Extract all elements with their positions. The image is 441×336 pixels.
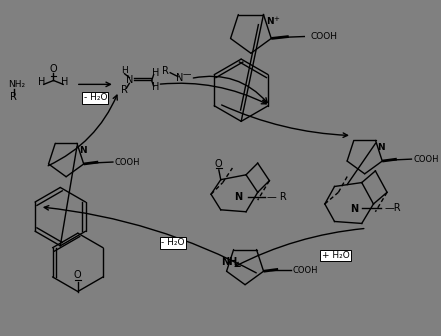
Text: O: O (50, 64, 57, 74)
Text: —R: —R (384, 203, 401, 213)
Text: NH: NH (220, 257, 237, 267)
Text: R: R (10, 92, 17, 102)
Text: R: R (121, 85, 128, 95)
Text: N: N (79, 146, 86, 155)
Text: H: H (152, 68, 159, 78)
Text: — R: — R (267, 192, 287, 202)
Text: N: N (234, 192, 242, 202)
Text: N: N (377, 143, 385, 152)
Text: O: O (74, 270, 82, 280)
Text: + H₂O: + H₂O (321, 251, 349, 260)
Text: N: N (176, 73, 183, 83)
Text: H: H (152, 82, 159, 92)
Text: N: N (126, 76, 133, 85)
Text: NH₂: NH₂ (8, 80, 25, 89)
Text: H: H (121, 66, 128, 75)
Text: N: N (266, 17, 274, 27)
Text: +: + (273, 15, 279, 22)
Text: - H₂O: - H₂O (83, 93, 107, 102)
Text: N: N (350, 204, 358, 214)
Text: H: H (61, 77, 69, 87)
Text: COOH: COOH (310, 32, 337, 41)
Text: H: H (38, 77, 45, 87)
Text: O: O (215, 159, 223, 169)
Text: - H₂O: - H₂O (161, 238, 185, 247)
Text: COOH: COOH (115, 158, 140, 167)
Text: —: — (183, 70, 191, 79)
Text: COOH: COOH (413, 155, 439, 164)
Text: COOH: COOH (293, 266, 318, 275)
Text: R: R (162, 66, 169, 76)
